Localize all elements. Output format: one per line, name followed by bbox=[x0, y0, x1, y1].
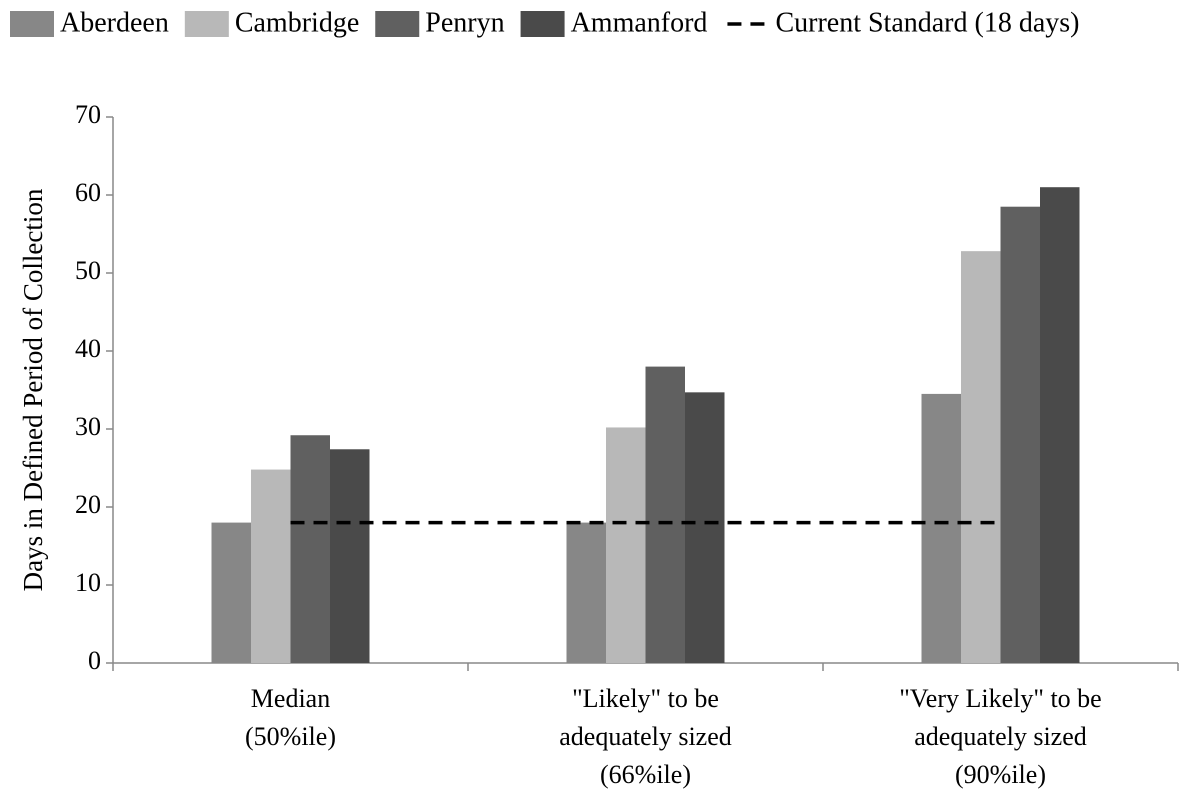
x-tick-label: Median bbox=[251, 684, 330, 713]
y-tick-label: 60 bbox=[75, 178, 101, 207]
bar bbox=[685, 392, 725, 663]
bar bbox=[606, 427, 646, 663]
bar bbox=[566, 522, 606, 663]
bar bbox=[921, 393, 961, 663]
x-tick-label: "Likely" to be bbox=[572, 684, 719, 713]
x-tick-label: (66%ile) bbox=[600, 760, 691, 789]
y-tick-label: 20 bbox=[75, 490, 101, 519]
y-tick-label: 40 bbox=[75, 334, 101, 363]
x-tick-label: (50%ile) bbox=[245, 722, 336, 751]
y-axis-title: Days in Defined Period of Collection bbox=[18, 188, 48, 591]
bar bbox=[251, 469, 291, 663]
legend-label: Penryn bbox=[425, 7, 504, 38]
bar bbox=[1040, 187, 1080, 663]
bar bbox=[211, 522, 251, 663]
bar bbox=[1000, 206, 1040, 663]
y-tick-label: 70 bbox=[75, 100, 101, 129]
bar bbox=[330, 449, 370, 663]
x-tick-label: "Very Likely" to be bbox=[899, 684, 1101, 713]
y-tick-label: 10 bbox=[75, 568, 101, 597]
legend-label: Aberdeen bbox=[60, 7, 169, 38]
x-tick-label: (90%ile) bbox=[955, 760, 1046, 789]
bar bbox=[290, 435, 330, 663]
y-tick-label: 30 bbox=[75, 412, 101, 441]
x-tick-label: adequately sized bbox=[559, 722, 732, 751]
y-tick-label: 0 bbox=[88, 646, 101, 675]
x-tick-label: adequately sized bbox=[914, 722, 1087, 751]
legend-label: Ammanford bbox=[571, 7, 708, 38]
y-tick-label: 50 bbox=[75, 256, 101, 285]
legend-label: Cambridge bbox=[235, 7, 359, 38]
legend-swatch bbox=[184, 11, 229, 37]
legend-swatch bbox=[10, 11, 54, 37]
legend-label: Current Standard (18 days) bbox=[775, 7, 1079, 38]
bar bbox=[645, 366, 685, 663]
bar bbox=[961, 251, 1001, 663]
legend-swatch bbox=[520, 11, 565, 37]
legend-swatch bbox=[375, 11, 420, 37]
